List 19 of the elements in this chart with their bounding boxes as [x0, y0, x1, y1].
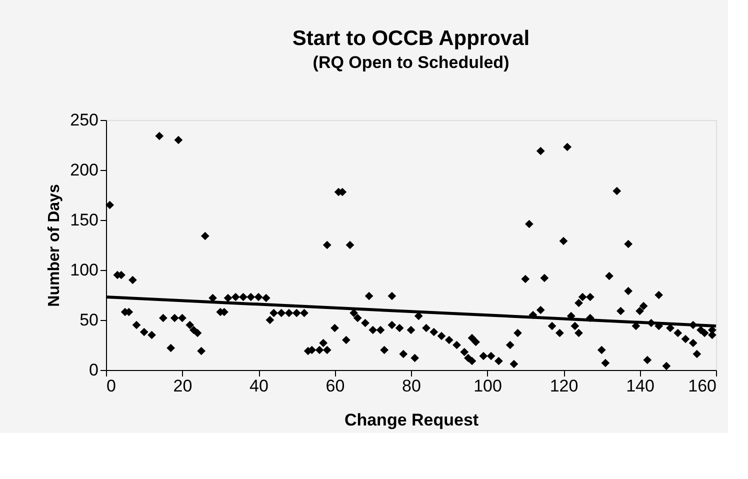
- x-tick-label: 140: [626, 376, 654, 396]
- y-tick-label: 50: [80, 310, 98, 330]
- y-axis-title: Number of Days: [46, 184, 64, 307]
- y-tick-label: 0: [89, 360, 98, 380]
- x-tick-label: 20: [173, 376, 192, 396]
- x-tick-label: 80: [402, 376, 421, 396]
- x-tick-label: 120: [550, 376, 578, 396]
- y-tick-label: 100: [70, 260, 98, 280]
- x-tick-label: 100: [474, 376, 502, 396]
- x-tick-label: 0: [106, 376, 116, 396]
- y-tick-label: 250: [70, 110, 98, 130]
- y-tick-label: 200: [70, 160, 98, 180]
- chart-subtitle: (RQ Open to Scheduled): [312, 53, 510, 72]
- y-tick-label: 150: [70, 210, 98, 230]
- chart-title: Start to OCCB Approval: [292, 27, 530, 50]
- x-tick-label: 160: [688, 376, 716, 396]
- x-tick-label: 60: [326, 376, 345, 396]
- x-axis-title: Change Request: [344, 410, 479, 430]
- x-tick-label: 40: [250, 376, 268, 396]
